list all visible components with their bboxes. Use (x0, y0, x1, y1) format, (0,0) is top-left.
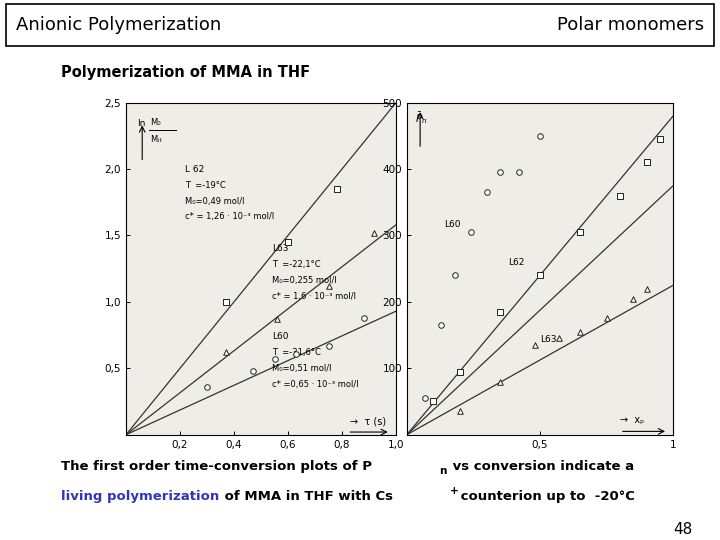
Text: Polar monomers: Polar monomers (557, 16, 704, 34)
Point (534, 271, 546, 280)
Point (534, 131, 546, 140)
Text: vs conversion indicate a: vs conversion indicate a (448, 460, 634, 472)
Point (494, 307, 505, 316)
Point (331, 185, 343, 193)
Text: 48: 48 (673, 522, 693, 537)
Point (494, 377, 505, 386)
Point (641, 284, 652, 293)
Text: $\bar{P}_n$: $\bar{P}_n$ (415, 111, 427, 126)
Point (553, 334, 564, 343)
Point (454, 407, 466, 416)
Point (323, 341, 334, 350)
Point (513, 168, 524, 177)
Point (220, 298, 232, 306)
Text: M₀=0,255 mol/l: M₀=0,255 mol/l (272, 276, 336, 285)
Text: L62: L62 (508, 258, 524, 267)
Point (436, 321, 447, 329)
Text: n: n (439, 466, 446, 476)
Text: c* = 1,6 · 10⁻³ mol/l: c* = 1,6 · 10⁻³ mol/l (272, 292, 356, 301)
Text: T  =-22,1°C: T =-22,1°C (272, 260, 320, 269)
Text: L 62: L 62 (186, 165, 204, 174)
Point (290, 349, 302, 358)
Text: M₀: M₀ (150, 118, 161, 127)
Text: ln: ln (137, 119, 145, 127)
Point (654, 135, 665, 144)
Text: c* =0,65 · 10⁻³ mol/l: c* =0,65 · 10⁻³ mol/l (272, 380, 359, 389)
Point (247, 367, 258, 375)
Text: living polymerization: living polymerization (61, 490, 220, 503)
Point (481, 188, 492, 197)
Text: Mₜₜ: Mₜₜ (150, 136, 163, 144)
Text: T  =-19°C: T =-19°C (186, 180, 226, 190)
Point (574, 327, 585, 336)
Point (220, 348, 232, 356)
Text: The first order time-conversion plots of P: The first order time-conversion plots of… (61, 460, 372, 472)
Text: L63: L63 (272, 245, 288, 253)
Text: M₀=0,51 mol/l: M₀=0,51 mol/l (272, 364, 331, 373)
Text: Polymerization of MMA in THF: Polymerization of MMA in THF (61, 65, 310, 80)
Text: L60: L60 (272, 332, 288, 341)
Text: Anionic Polymerization: Anionic Polymerization (16, 16, 221, 34)
Point (271, 315, 283, 323)
Point (323, 281, 334, 290)
Point (454, 367, 466, 376)
Point (369, 228, 380, 237)
Point (465, 228, 477, 237)
Text: →  τ (s): → τ (s) (350, 417, 386, 427)
Text: +: + (450, 486, 459, 496)
Point (269, 355, 280, 363)
Point (627, 294, 639, 303)
Text: c* = 1,26 · 10⁻³ mol/l: c* = 1,26 · 10⁻³ mol/l (186, 213, 274, 221)
Point (202, 382, 213, 391)
Point (574, 228, 585, 237)
Point (449, 271, 461, 280)
Text: L60: L60 (444, 220, 461, 230)
Point (420, 394, 431, 402)
Point (614, 191, 626, 200)
Text: M₀=0,49 mol/l: M₀=0,49 mol/l (186, 197, 245, 206)
Point (428, 397, 439, 406)
Point (600, 314, 612, 323)
Point (494, 168, 505, 177)
Point (282, 238, 294, 246)
Text: of MMA in THF with Cs: of MMA in THF with Cs (220, 490, 392, 503)
Text: L63: L63 (540, 335, 557, 344)
Point (358, 314, 369, 322)
Text: T  =-31,6°C: T =-31,6°C (272, 348, 320, 357)
Point (641, 158, 652, 167)
Text: →  xₚ: → xₚ (620, 415, 644, 425)
Bar (6, 4, 714, 46)
Point (529, 341, 541, 349)
Text: counterion up to  -20°C: counterion up to -20°C (456, 490, 634, 503)
